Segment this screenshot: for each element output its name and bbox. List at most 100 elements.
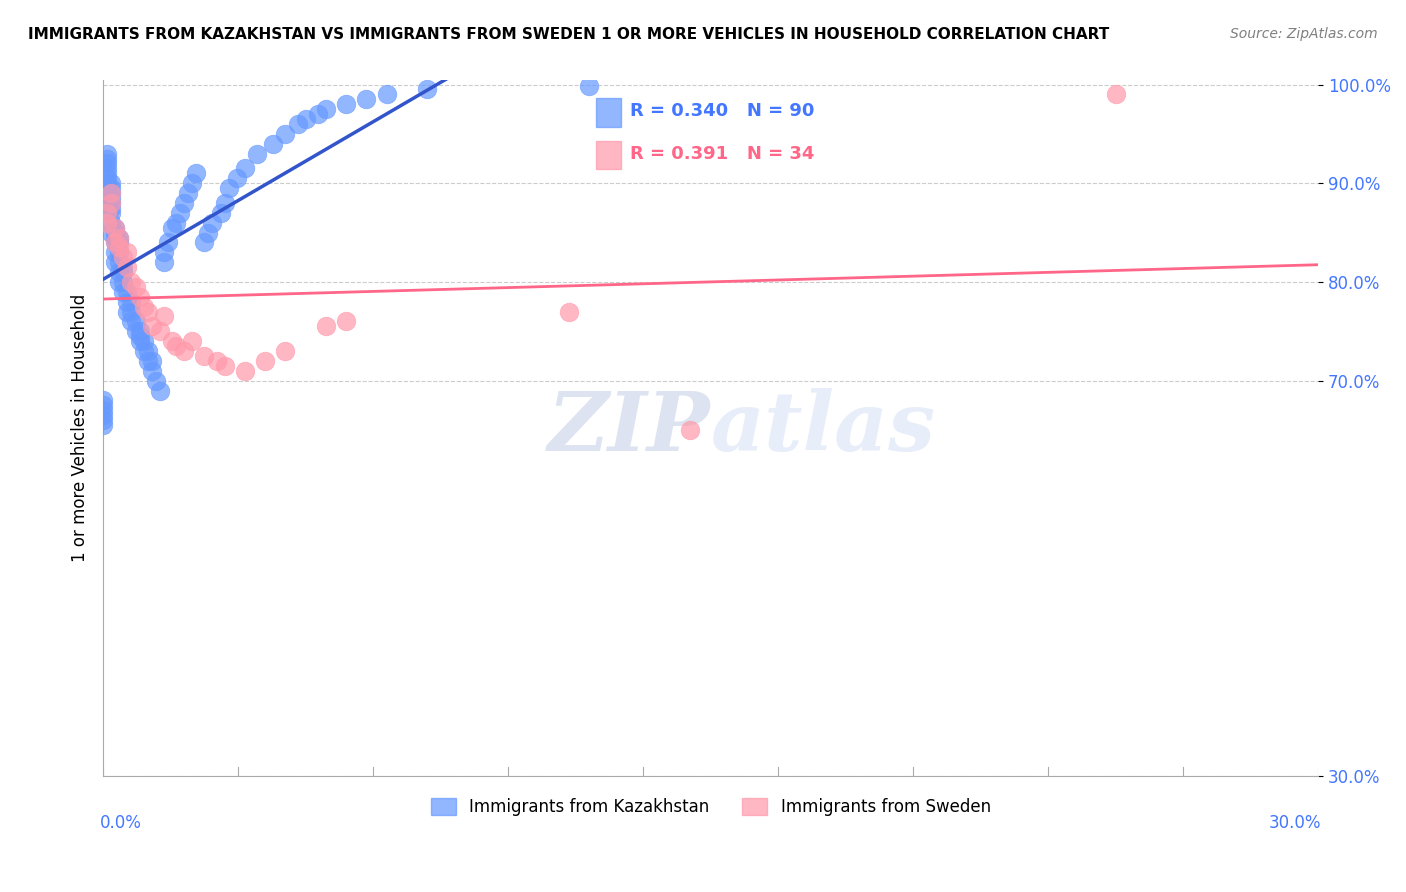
Legend: Immigrants from Kazakhstan, Immigrants from Sweden: Immigrants from Kazakhstan, Immigrants f…: [423, 791, 998, 822]
Point: [679, 423, 702, 437]
Point: [100, 186, 122, 200]
Point: [100, 196, 122, 211]
Point: [112, 260, 135, 274]
Point: [96, 181, 118, 195]
Point: [100, 186, 122, 200]
Point: [96, 196, 118, 211]
Bar: [596, 141, 621, 169]
Point: [153, 255, 176, 269]
Text: 0.0%: 0.0%: [100, 814, 142, 832]
Point: [117, 260, 139, 274]
Point: [112, 250, 135, 264]
Point: [315, 319, 337, 334]
Point: [100, 206, 122, 220]
Point: [104, 220, 127, 235]
Point: [100, 216, 122, 230]
Point: [96, 161, 118, 176]
Point: [128, 329, 150, 343]
Text: IMMIGRANTS FROM KAZAKHSTAN VS IMMIGRANTS FROM SWEDEN 1 OR MORE VEHICLES IN HOUSE: IMMIGRANTS FROM KAZAKHSTAN VS IMMIGRANTS…: [28, 27, 1109, 42]
Point: [121, 275, 143, 289]
Point: [100, 181, 122, 195]
Point: [181, 176, 204, 190]
Bar: [596, 98, 621, 127]
Point: [128, 290, 150, 304]
Point: [104, 235, 127, 250]
Point: [233, 364, 256, 378]
Point: [104, 255, 127, 269]
Point: [225, 171, 247, 186]
Point: [181, 334, 204, 348]
Point: [96, 146, 118, 161]
Point: [262, 136, 284, 151]
Point: [91, 413, 114, 427]
Point: [96, 156, 118, 170]
Point: [108, 265, 131, 279]
Point: [121, 294, 143, 309]
Text: R = 0.340   N = 90: R = 0.340 N = 90: [630, 103, 814, 120]
Point: [197, 226, 219, 240]
Text: ZIP: ZIP: [548, 387, 710, 467]
Point: [91, 393, 114, 408]
Point: [149, 384, 172, 398]
Point: [96, 206, 118, 220]
Point: [104, 220, 127, 235]
Point: [117, 294, 139, 309]
Point: [108, 255, 131, 269]
Point: [201, 216, 224, 230]
Point: [274, 344, 297, 359]
Point: [108, 240, 131, 254]
Point: [558, 304, 581, 318]
Point: [141, 354, 163, 368]
Point: [112, 265, 135, 279]
Point: [91, 418, 114, 433]
Point: [165, 339, 187, 353]
Point: [91, 398, 114, 412]
Point: [193, 349, 215, 363]
Point: [274, 127, 297, 141]
Point: [121, 304, 143, 318]
Point: [96, 186, 118, 200]
Point: [156, 235, 179, 250]
Point: [416, 82, 439, 96]
Point: [100, 176, 122, 190]
Point: [214, 196, 236, 211]
Point: [149, 324, 172, 338]
Point: [205, 354, 228, 368]
Point: [124, 324, 146, 338]
Point: [124, 280, 146, 294]
Point: [100, 201, 122, 215]
Point: [136, 344, 159, 359]
Point: [121, 314, 143, 328]
Point: [578, 79, 600, 94]
Point: [128, 324, 150, 338]
Point: [132, 300, 155, 314]
Point: [104, 226, 127, 240]
Point: [169, 206, 191, 220]
Point: [335, 314, 357, 328]
Text: Source: ZipAtlas.com: Source: ZipAtlas.com: [1230, 27, 1378, 41]
Text: R = 0.391   N = 34: R = 0.391 N = 34: [630, 145, 814, 163]
Point: [117, 245, 139, 260]
Point: [108, 230, 131, 244]
Point: [145, 374, 167, 388]
Point: [100, 196, 122, 211]
Point: [254, 354, 277, 368]
Point: [96, 152, 118, 166]
Y-axis label: 1 or more Vehicles in Household: 1 or more Vehicles in Household: [72, 293, 89, 562]
Point: [108, 245, 131, 260]
Point: [153, 310, 176, 324]
Point: [100, 191, 122, 205]
Point: [160, 220, 183, 235]
Point: [233, 161, 256, 176]
Point: [165, 216, 187, 230]
Point: [160, 334, 183, 348]
Text: 30.0%: 30.0%: [1268, 814, 1322, 832]
Point: [141, 319, 163, 334]
Point: [1105, 87, 1128, 102]
Point: [112, 275, 135, 289]
Point: [335, 97, 357, 112]
Point: [214, 359, 236, 373]
Point: [246, 146, 269, 161]
Point: [104, 245, 127, 260]
Point: [173, 344, 195, 359]
